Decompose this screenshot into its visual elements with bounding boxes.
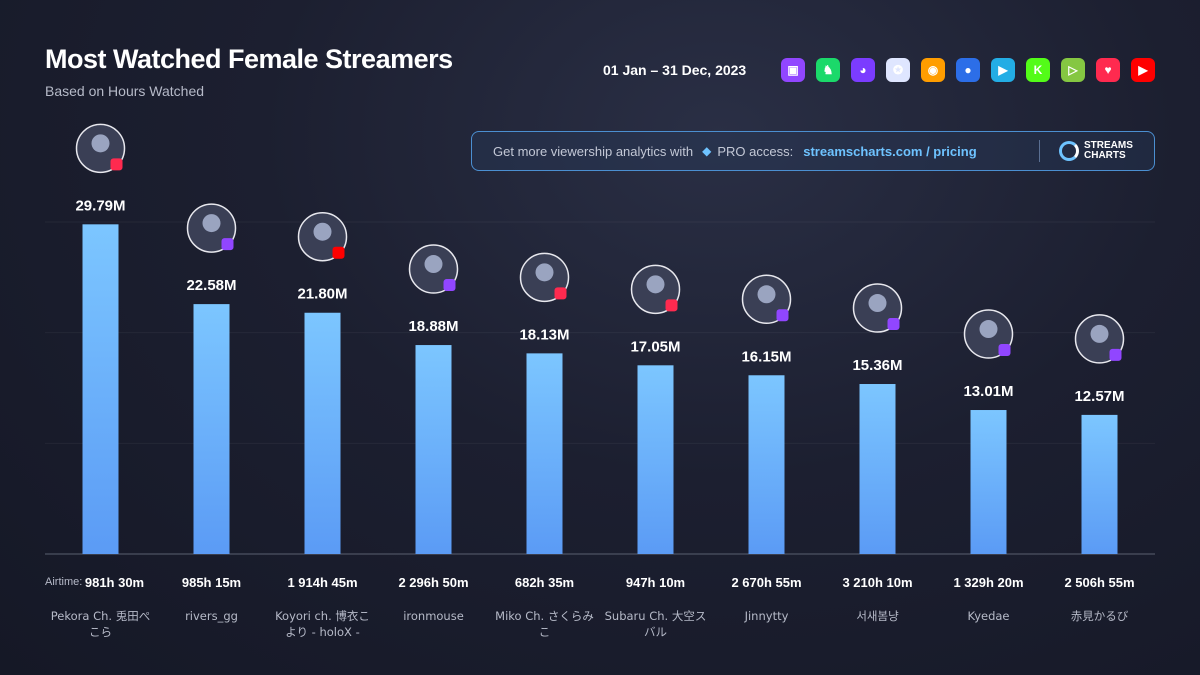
value-label: 22.58M [186,277,236,294]
promo-banner[interactable]: Get more viewership analytics with ◆ PRO… [471,131,1155,171]
airtime-value: 985h 15m [182,575,241,590]
bar[interactable] [304,312,341,554]
airtime-value: 682h 35m [515,575,574,590]
category-label: Pekora Ch. 兎田ぺ [51,609,150,623]
category-label: バル [644,625,667,639]
nimo-icon[interactable]: ◕ [851,58,875,82]
airtime-value: 1 329h 20m [953,575,1023,590]
value-label: 17.05M [630,338,680,355]
avatar-face [1090,324,1109,343]
airtime-value: 947h 10m [626,575,685,590]
airtime-value: 3 210h 10m [842,575,912,590]
avatar-face [424,255,443,274]
streamscharts-logo-icon [1059,141,1079,161]
bar[interactable] [1081,414,1118,554]
twitch-icon[interactable]: ▣ [781,58,805,82]
bar[interactable] [526,353,563,554]
page-subtitle: Based on Hours Watched [45,83,205,99]
category-label: より - holoX - [285,625,359,639]
divider [1039,140,1040,162]
bilibili-icon[interactable]: ▶ [991,58,1015,82]
bar-group[interactable]: 16.15M 2 670h 55m Jinnytty [731,274,802,623]
category-label: rivers_gg [185,609,238,623]
youtube-icon [332,246,345,259]
pricing-link[interactable]: streamscharts.com / pricing [803,143,977,159]
kick-icon[interactable]: K [1026,58,1050,82]
twitch-icon [776,309,789,322]
douyu-icon[interactable]: ● [956,58,980,82]
bar-group[interactable]: 12.57M 2 506h 55m 赤見かるび [1064,314,1135,623]
value-label: 13.01M [963,383,1013,400]
promo-text: Get more viewership analytics with [493,143,694,159]
value-label: 16.15M [741,348,791,365]
twitch-icon [887,318,900,331]
huya-icon[interactable]: ◉ [921,58,945,82]
bar[interactable] [970,410,1007,554]
avatar-face [91,134,110,153]
value-label: 15.36M [852,357,902,374]
bar-group[interactable]: 18.88M 2 296h 50m ironmouse [398,244,469,623]
page-title: Most Watched Female Streamers [45,44,453,74]
diamond-icon: ◆ [702,144,712,158]
heart-icon [665,299,678,312]
promo-pro-text: PRO access: [717,143,794,159]
twitch-icon [443,279,456,292]
twitch-icon [221,238,234,251]
category-label: Miko Ch. さくらみ [495,609,594,623]
bar-group[interactable]: 22.58M 985h 15m rivers_gg [182,203,241,623]
avatar-face [868,294,887,313]
category-label: Jinnytty [744,609,789,623]
bar[interactable] [193,304,230,554]
category-label: ironmouse [403,609,464,623]
value-label: 12.57M [1074,388,1124,405]
avatar-face [535,263,554,282]
airtime-label: Airtime: [45,576,83,588]
avatar-face [313,222,332,241]
category-label: Kyedae [967,609,1009,623]
heart-icon [110,158,123,171]
airtime-value: 981h 30m [85,575,144,590]
rumble-icon[interactable]: ▷ [1061,58,1085,82]
bar[interactable] [415,345,452,554]
bar[interactable] [637,365,674,554]
airtime-value: 2 670h 55m [731,575,801,590]
avatar-face [646,275,665,294]
bar[interactable] [748,375,785,554]
bar-group[interactable]: 13.01M 1 329h 20m Kyedae [953,309,1024,623]
value-label: 18.13M [519,326,569,343]
airtime-value: 2 296h 50m [398,575,468,590]
value-label: 29.79M [75,197,125,214]
afreecatv-icon[interactable]: ✪ [886,58,910,82]
airtime-value: 1 914h 45m [287,575,357,590]
heart-icon [554,287,567,300]
value-label: 18.88M [408,318,458,335]
avatar-face [979,320,998,339]
category-label: 서새봄냥 [856,609,899,623]
avatar-face [202,214,221,233]
category-label: Koyori ch. 博衣こ [275,609,370,623]
airtime-value: 2 506h 55m [1064,575,1134,590]
value-label: 21.80M [297,286,347,303]
trovo-icon[interactable]: ♞ [816,58,840,82]
category-label: 赤見かるび [1071,609,1129,623]
platform-icons: ▣ ♞ ◕ ✪ ◉ ● ▶ K ▷ ♥ ▶ [781,58,1155,82]
category-label: Subaru Ch. 大空ス [605,609,707,623]
avatar-face [757,285,776,304]
category-label: こら [89,625,112,639]
heart-icon[interactable]: ♥ [1096,58,1120,82]
twitch-icon [1109,348,1122,361]
bar[interactable] [82,224,119,554]
youtube-icon[interactable]: ▶ [1131,58,1155,82]
twitch-icon [998,344,1011,357]
streamscharts-logo: STREAMS CHARTS [1059,141,1133,161]
bar[interactable] [859,384,896,554]
category-label: こ [539,625,551,639]
date-range: 01 Jan – 31 Dec, 2023 [603,62,747,78]
bar-group[interactable]: 15.36M 3 210h 10m 서새봄냥 [842,283,913,623]
